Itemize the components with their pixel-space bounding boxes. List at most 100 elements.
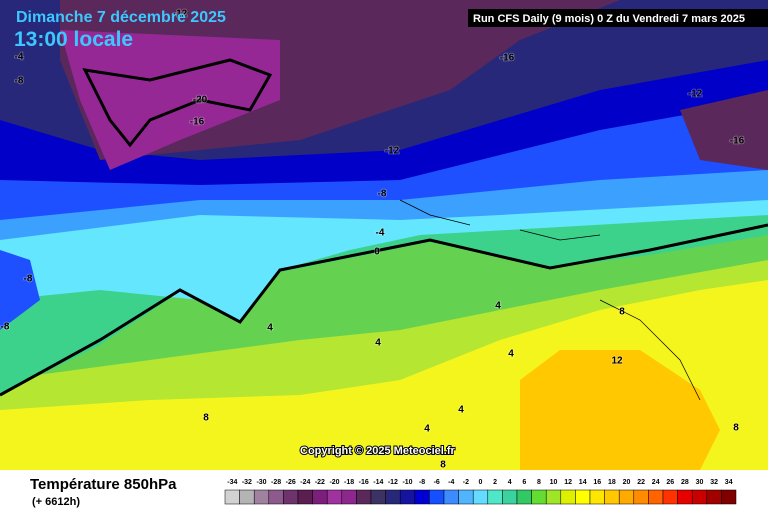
legend-label: 10 (550, 479, 558, 486)
legend-swatch (531, 489, 547, 505)
legend-swatch (487, 489, 503, 505)
legend-label: -34 (227, 479, 237, 486)
legend-label: -12 (388, 479, 398, 486)
legend-swatch (458, 489, 474, 505)
legend-label: 20 (623, 479, 631, 486)
contour-labels: -12 -16 -20 -16 -12 -8 -4 0 -12 -16 -8 -8 4 4 4 4 8 12 8 4 4… (0, 8, 745, 472)
legend-label: -8 (419, 479, 425, 486)
contour-label: 4 (458, 405, 464, 416)
legend-label: -28 (271, 479, 281, 486)
minus-20-isotherm (82, 58, 273, 148)
legend-swatch (399, 489, 416, 505)
contour-label: 4 (375, 338, 381, 349)
contour-label: 4 (424, 424, 430, 435)
contour-label: 4 (267, 323, 273, 334)
legend: -34 -32 -30 -28 -26 -24 -22 -20 -18 -16 -14 -12 -10-… (224, 479, 737, 505)
legend-label: 28 (681, 479, 689, 486)
time: 13:00 locale (14, 28, 133, 51)
legend-swatch (604, 489, 620, 505)
legend-label: -14 (373, 479, 383, 486)
legend-swatch (253, 489, 270, 505)
contour-label: -4 (15, 52, 24, 63)
legend-label: -18 (344, 479, 354, 486)
legend-label: 8 (537, 479, 541, 486)
legend-label: 26 (666, 479, 674, 486)
legend-label: 22 (637, 479, 645, 486)
legend-label: 0 (479, 479, 483, 486)
contour-label: -12 (173, 9, 188, 20)
legend-swatch (239, 489, 255, 505)
contour-label: 4 (508, 349, 514, 360)
legend-label: 12 (564, 479, 572, 486)
contour-label: 12 (611, 356, 623, 367)
legend-label: 18 (608, 479, 616, 486)
legend-swatch (589, 489, 605, 505)
footer-title: Température 850hPa (30, 476, 177, 493)
contour-label: -8 (15, 76, 24, 87)
contour-label: 8 (203, 413, 209, 424)
legend-swatch (677, 489, 693, 505)
legend-swatch (224, 489, 240, 505)
legend-swatch (283, 489, 299, 505)
legend-label: -4 (448, 479, 454, 486)
legend-swatch (560, 489, 576, 505)
legend-label: -30 (256, 479, 266, 486)
contour-label: -8 (24, 274, 33, 285)
legend-swatch (502, 489, 518, 505)
contour-label: -16 (500, 53, 515, 64)
legend-swatch (633, 489, 649, 505)
legend-swatch (662, 489, 678, 505)
legend-swatch (575, 489, 591, 505)
legend-swatch (385, 489, 401, 505)
temperature-field (0, 0, 768, 470)
run-info: Run CFS Daily (9 mois) 0 Z du Vendredi 7… (473, 13, 745, 25)
contour-label: 8 (440, 460, 446, 471)
lead-time: (+ 6612h) (32, 496, 80, 508)
legend-swatch (545, 489, 562, 505)
legend-label: 24 (652, 479, 660, 486)
legend-label: -24 (300, 479, 310, 486)
contour-label: 8 (619, 307, 625, 318)
contour-label: 0 (374, 247, 380, 258)
legend-label: 30 (696, 479, 704, 486)
legend-label: 16 (593, 479, 601, 486)
legend-swatch (341, 489, 357, 505)
legend-label: -16 (359, 479, 369, 486)
contour-label: -20 (193, 95, 208, 106)
legend-swatch (297, 489, 313, 505)
zero-isotherm (0, 223, 768, 397)
legend-swatch (443, 489, 459, 505)
legend-label: 32 (710, 479, 718, 486)
legend-swatch (472, 489, 489, 505)
run-box (468, 9, 768, 27)
contour-label: -8 (1, 322, 10, 333)
contour-label: 8 (733, 423, 739, 434)
legend-label: -22 (315, 479, 325, 486)
legend-label: 34 (725, 479, 733, 486)
legend-swatch (648, 489, 664, 505)
legend-label: 14 (579, 479, 587, 486)
legend-swatch (429, 489, 445, 505)
legend-label: -10 (402, 479, 412, 486)
legend-label: -32 (242, 479, 252, 486)
legend-label: -6 (434, 479, 440, 486)
contour-label: -8 (378, 189, 387, 200)
legend-swatch (691, 489, 708, 505)
contour-label: -16 (190, 117, 205, 128)
coastline (399, 199, 701, 401)
contour-label: -12 (688, 89, 703, 100)
legend-swatch (706, 489, 722, 505)
legend-label: -2 (463, 479, 469, 486)
legend-swatch (268, 489, 284, 505)
legend-swatch (721, 489, 737, 505)
legend-swatch (326, 489, 343, 505)
legend-swatch (618, 489, 635, 505)
contour-label: 4 (495, 301, 501, 312)
contour-label: -16 (730, 136, 745, 147)
date: Dimanche 7 décembre 2025 (16, 9, 226, 26)
legend-swatch (356, 489, 372, 505)
legend-label: 4 (508, 479, 512, 486)
legend-swatch (516, 489, 532, 505)
legend-label: 2 (493, 479, 497, 486)
